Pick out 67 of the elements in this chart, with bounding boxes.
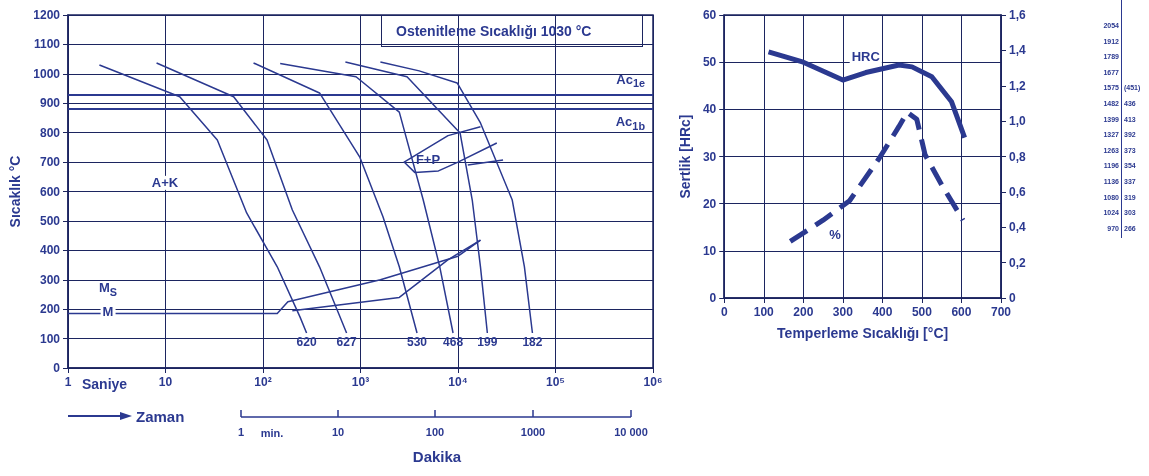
text: 100 (425, 426, 445, 438)
y2-tick-label: 0,2 (1009, 255, 1027, 270)
y2-tick-label: 0,4 (1009, 220, 1027, 235)
y-tick-label: 100 (39, 331, 61, 346)
x-tick-label: 700 (990, 305, 1012, 319)
y-tick-label: 600 (39, 184, 61, 199)
y-tick-label: 0 (53, 361, 61, 375)
y-tick-label: 20 (702, 196, 717, 211)
y-tick-label: 400 (39, 243, 61, 258)
x-tick-label: 10 (158, 375, 173, 389)
x-tick-label: 600 (951, 305, 972, 319)
y-axis-title: Sertlik [HRc] (677, 114, 693, 199)
annotation: A+K (149, 174, 181, 191)
y-tick-label: 800 (39, 125, 61, 140)
annotation: M (100, 303, 116, 320)
annotation: M$_{S}$ (96, 280, 120, 299)
text: 10 000 (614, 426, 648, 438)
series-label: HRC (851, 49, 881, 65)
y-axis-title: Sıcaklık °C (7, 155, 24, 228)
y2-tick-label: 0 (1009, 291, 1016, 305)
x-tick-label: 0 (720, 305, 728, 319)
text: min. (260, 427, 284, 439)
y-tick-label: 700 (39, 155, 61, 170)
y-tick-label: 60 (702, 8, 717, 22)
y-tick-label: 0 (709, 291, 717, 305)
ref-line-label: Ac$_{1e}$ (615, 71, 646, 91)
y-tick-label: 30 (702, 149, 717, 164)
y-tick-label: 300 (39, 272, 61, 287)
ref-line-label: Ac$_{1b}$ (614, 114, 646, 133)
y2-tick-label: 0,8 (1009, 149, 1027, 164)
x-tick-label: 10⁵ (546, 375, 565, 389)
x-tick-label: 100 (753, 305, 775, 319)
x-tick-label: 300 (832, 305, 854, 319)
x-tick-label: 10² (254, 375, 272, 389)
text: 1000 (520, 426, 546, 438)
y2-tick-label: 1,6 (1009, 8, 1027, 22)
y-tick-label: 40 (702, 102, 717, 117)
y2-tick-label: 1,4 (1009, 43, 1027, 58)
y-tick-label: 50 (702, 55, 717, 70)
x-tick-label: 400 (872, 305, 893, 319)
text: 10 (331, 426, 345, 438)
y2-tick-label: 1,2 (1009, 78, 1027, 93)
x-tick-label: 200 (793, 305, 814, 319)
y-tick-label: 1000 (33, 66, 61, 81)
x-axis-title: Saniye (82, 376, 128, 392)
text: Zaman (136, 407, 185, 425)
y2-tick-label: 1,0 (1009, 114, 1027, 129)
x-axis-title: Temperleme Sıcaklığı [°C] (777, 325, 949, 341)
y-tick-label: 10 (702, 243, 717, 258)
series-label: 530 (407, 334, 428, 349)
y-tick-label: 1200 (33, 8, 61, 22)
y-tick-label: 900 (39, 96, 61, 111)
series-label: 199 (477, 334, 498, 349)
y2-tick-label: 0,6 (1009, 184, 1027, 199)
series-label: 182 (522, 334, 543, 349)
x-tick-label: 10⁴ (448, 375, 468, 389)
y-tick-label: 500 (39, 213, 61, 228)
x-tick-label: 500 (911, 305, 933, 319)
x-tick-label: 10³ (351, 375, 370, 389)
series-label: 620 (296, 334, 317, 349)
x-tick-label: 1 (64, 375, 72, 389)
y-tick-label: 1100 (33, 37, 61, 52)
text: 1 (237, 426, 245, 438)
x-tick-label: 10⁶ (643, 375, 663, 389)
series-label: % (829, 226, 842, 242)
series-label: 627 (336, 334, 357, 349)
text: Dakika (412, 447, 462, 465)
